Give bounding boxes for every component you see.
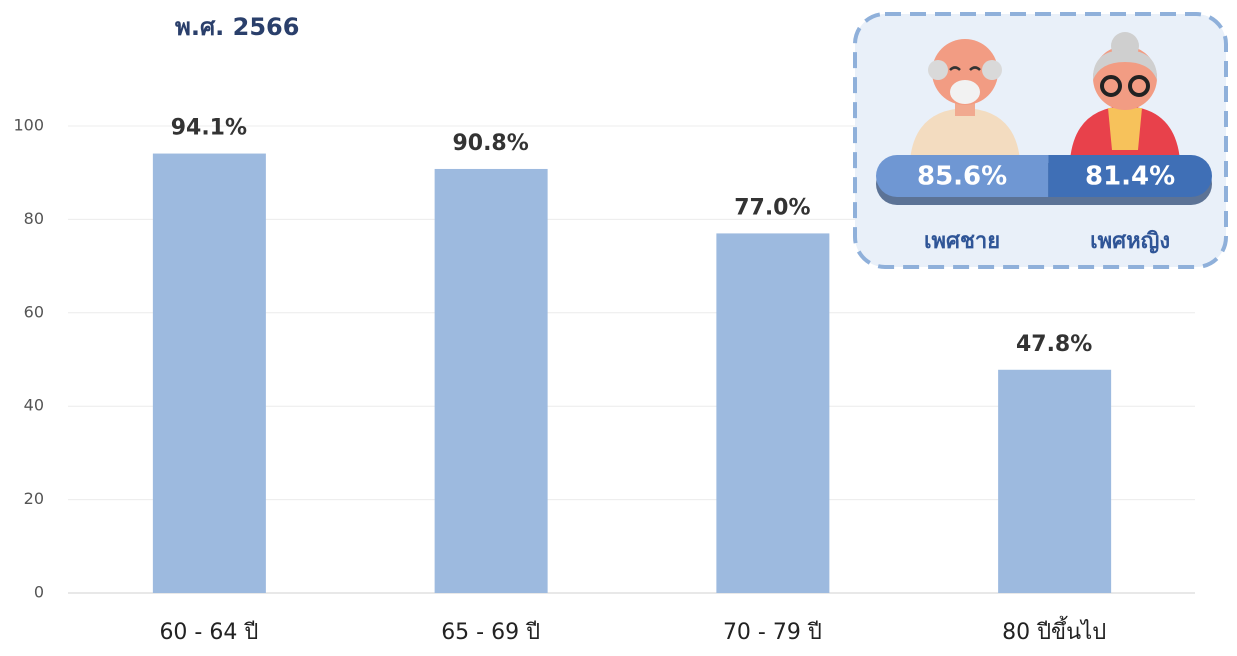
y-tick-label: 20 xyxy=(24,489,44,508)
y-tick-label: 60 xyxy=(24,302,44,321)
x-tick-label: 80 ปีขึ้นไป xyxy=(1002,616,1106,645)
y-tick-label: 80 xyxy=(24,209,44,228)
bar xyxy=(434,168,548,594)
value-label: 90.8% xyxy=(452,131,528,156)
inset-category: เพศหญิง xyxy=(1090,229,1170,254)
inset-value-label: 81.4% xyxy=(1085,162,1175,192)
bar xyxy=(998,369,1112,593)
x-tick-label: 70 - 79 ปี xyxy=(723,620,822,645)
y-tick-label: 0 xyxy=(34,583,44,602)
x-tick-label: 60 - 64 ปี xyxy=(159,620,258,645)
value-label: 77.0% xyxy=(734,195,810,220)
man-icon xyxy=(910,39,1020,160)
y-tick-label: 100 xyxy=(13,116,44,135)
inset-panel: 85.6% เพศชาย 81.4% เพศหญิง xyxy=(853,12,1228,269)
woman-icon xyxy=(1070,32,1180,160)
value-label: 47.8% xyxy=(1016,332,1092,357)
y-tick-label: 40 xyxy=(24,396,44,415)
bar xyxy=(716,233,830,593)
pill-segment xyxy=(1048,155,1212,197)
pill-segment xyxy=(876,155,1049,197)
bar xyxy=(152,153,266,594)
x-tick-label: 65 - 69 ปี xyxy=(441,620,540,645)
chart-title: พ.ศ. 2566 xyxy=(175,13,299,41)
inset-category: เพศชาย xyxy=(924,229,1000,254)
inset-value-label: 85.6% xyxy=(917,162,1007,192)
value-label: 94.1% xyxy=(171,116,247,141)
